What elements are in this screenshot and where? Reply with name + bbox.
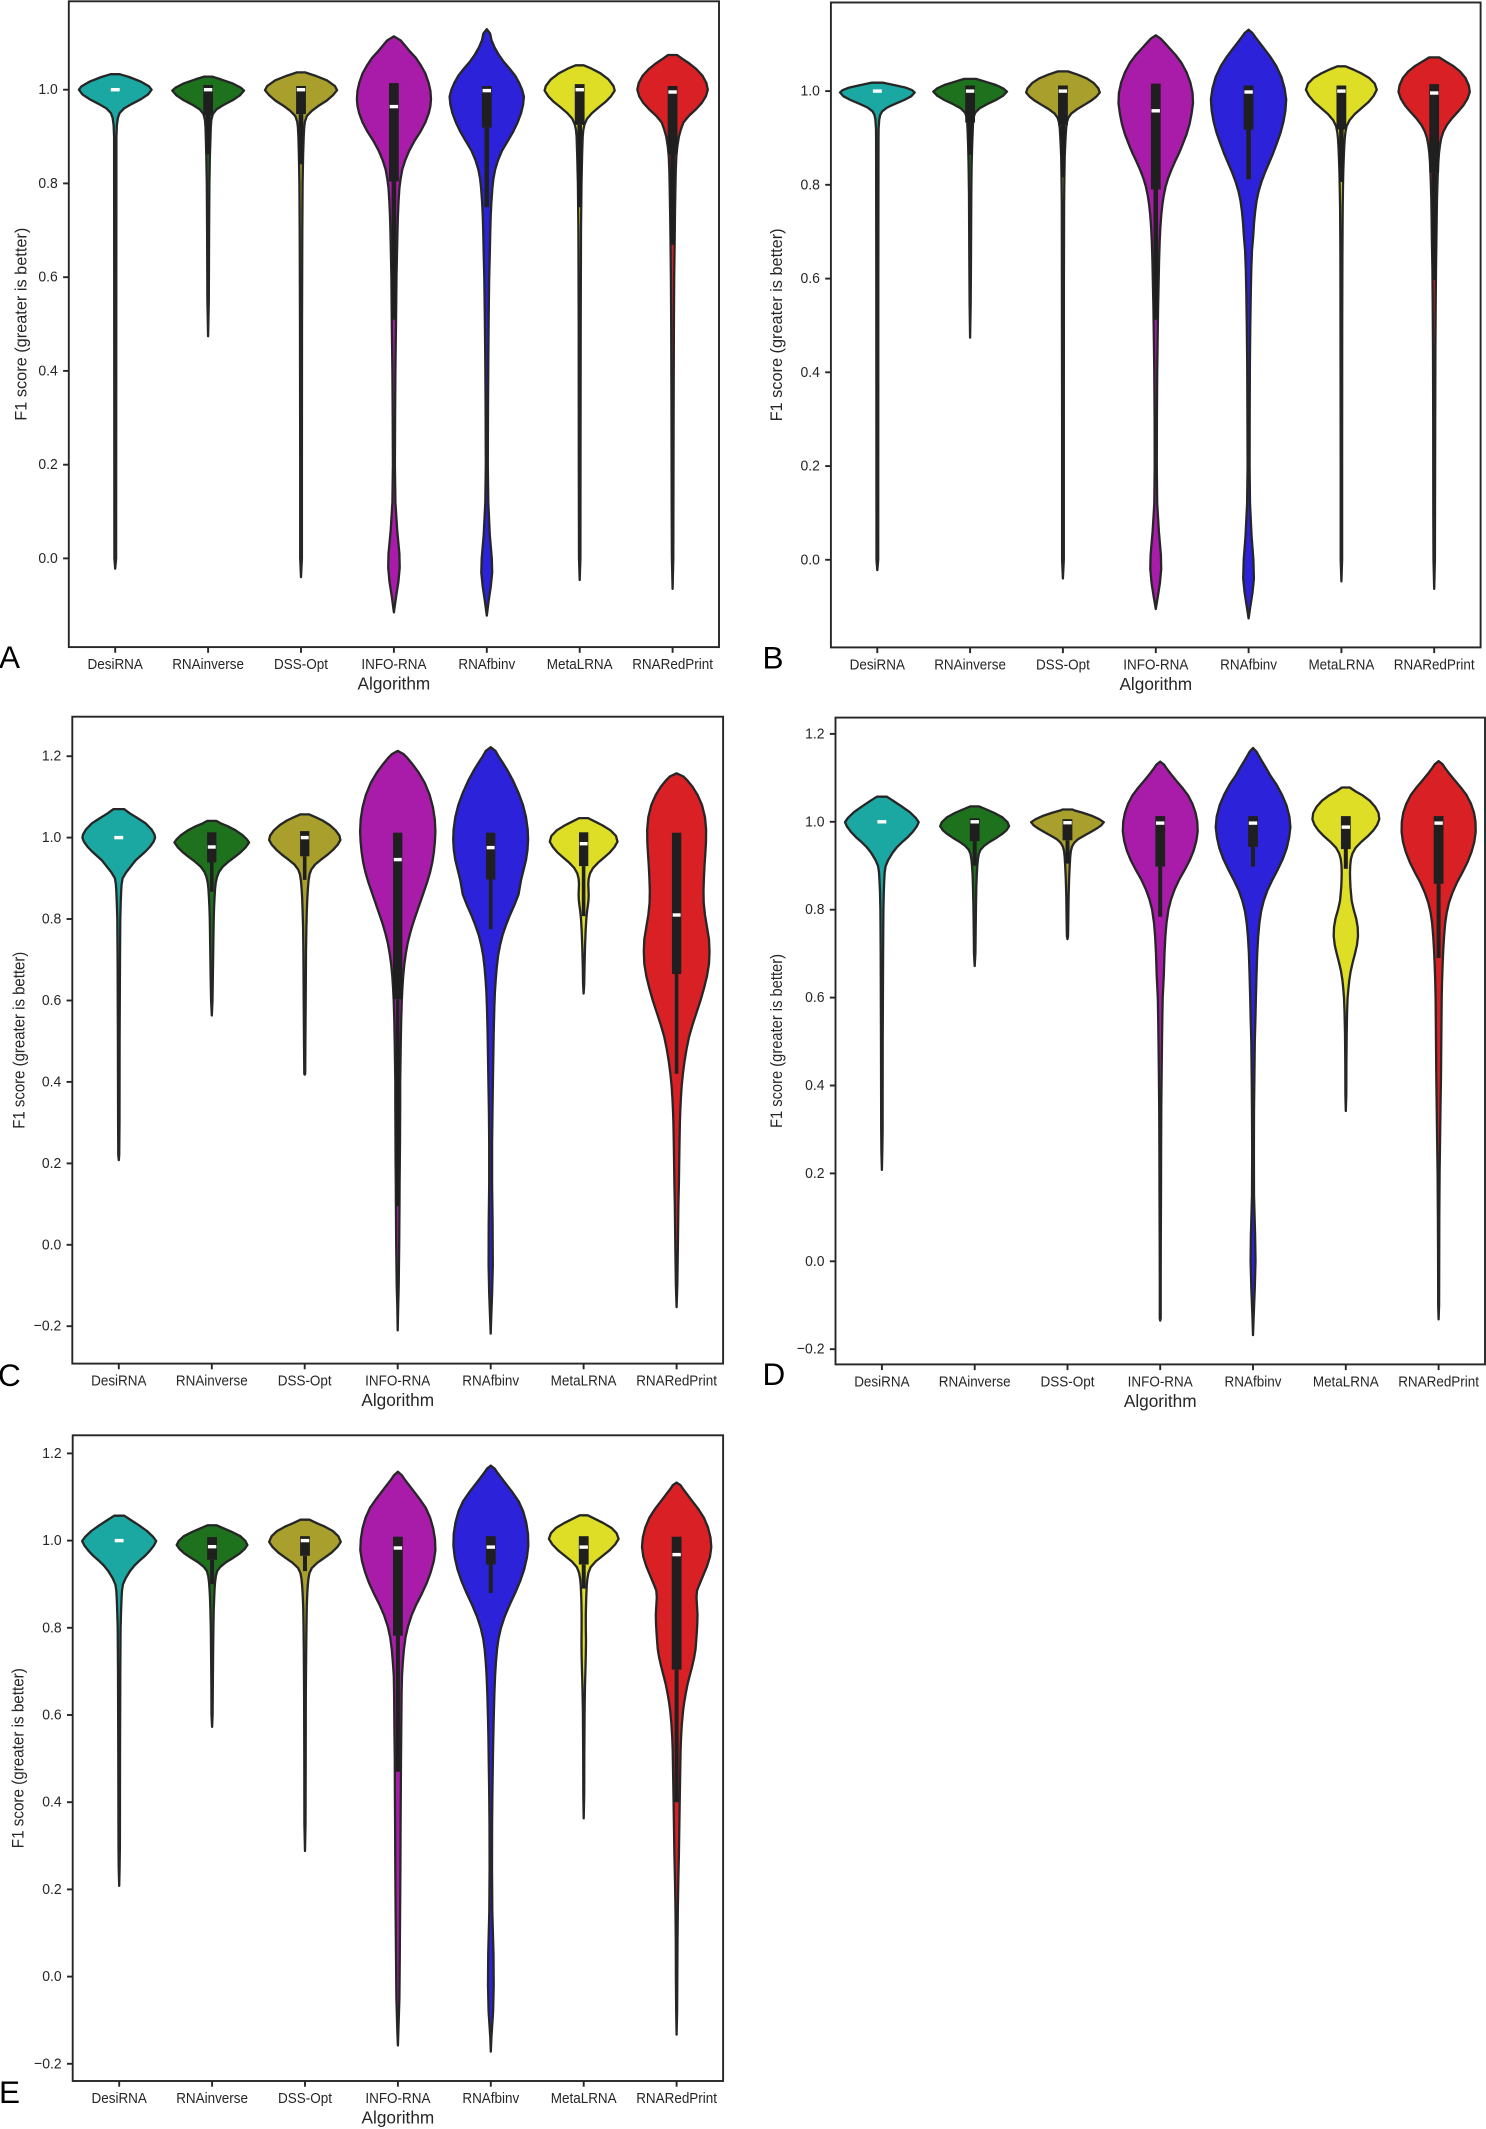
- svg-text:DesiRNA: DesiRNA: [854, 1373, 910, 1390]
- svg-text:1.0: 1.0: [38, 81, 57, 98]
- svg-text:DSS-Opt: DSS-Opt: [274, 656, 329, 673]
- svg-text:MetaLRNA: MetaLRNA: [547, 656, 614, 673]
- svg-text:RNARedPrint: RNARedPrint: [1394, 656, 1475, 673]
- svg-text:MetaLRNA: MetaLRNA: [1308, 656, 1375, 673]
- svg-text:0.0: 0.0: [801, 551, 820, 568]
- svg-text:0.6: 0.6: [38, 269, 57, 286]
- svg-text:0.2: 0.2: [805, 1165, 824, 1182]
- svg-text:E: E: [0, 2074, 20, 2110]
- svg-text:RNAfbinv: RNAfbinv: [462, 1373, 519, 1390]
- svg-text:Algorithm: Algorithm: [1124, 1391, 1197, 1411]
- svg-text:0.0: 0.0: [42, 1968, 61, 1985]
- svg-text:0.6: 0.6: [42, 992, 61, 1009]
- svg-text:0.8: 0.8: [801, 176, 820, 193]
- svg-text:B: B: [763, 640, 784, 676]
- svg-text:−0.2: −0.2: [797, 1341, 825, 1358]
- svg-text:RNAinverse: RNAinverse: [934, 656, 1006, 673]
- svg-text:1.0: 1.0: [42, 1532, 61, 1549]
- svg-text:−0.2: −0.2: [34, 2055, 62, 2072]
- svg-text:1.2: 1.2: [805, 725, 824, 742]
- svg-text:A: A: [0, 639, 20, 675]
- svg-text:−0.2: −0.2: [34, 1318, 62, 1335]
- svg-text:RNARedPrint: RNARedPrint: [636, 2090, 717, 2107]
- svg-text:0.2: 0.2: [801, 458, 820, 475]
- svg-text:0.8: 0.8: [38, 175, 57, 192]
- svg-text:0.8: 0.8: [42, 911, 61, 928]
- svg-text:DSS-Opt: DSS-Opt: [278, 2090, 333, 2107]
- svg-text:F1 score (greater is better): F1 score (greater is better): [12, 228, 31, 421]
- svg-text:RNARedPrint: RNARedPrint: [632, 656, 713, 673]
- svg-text:RNAinverse: RNAinverse: [176, 2090, 248, 2107]
- svg-text:0.6: 0.6: [801, 270, 820, 287]
- svg-text:RNAinverse: RNAinverse: [939, 1373, 1011, 1390]
- svg-text:Algorithm: Algorithm: [361, 1390, 434, 1410]
- svg-text:MetaLRNA: MetaLRNA: [551, 2090, 618, 2107]
- svg-text:C: C: [0, 1357, 21, 1393]
- svg-text:DesiRNA: DesiRNA: [91, 1373, 147, 1390]
- svg-text:0.4: 0.4: [805, 1077, 824, 1094]
- svg-text:F1 score (greater is better): F1 score (greater is better): [9, 1668, 28, 1848]
- svg-text:0.2: 0.2: [42, 1881, 61, 1898]
- svg-text:DSS-Opt: DSS-Opt: [1041, 1373, 1096, 1390]
- svg-text:0.8: 0.8: [42, 1619, 61, 1636]
- svg-text:DesiRNA: DesiRNA: [850, 656, 906, 673]
- svg-text:0.4: 0.4: [42, 1073, 61, 1090]
- svg-text:0.0: 0.0: [38, 550, 57, 567]
- svg-text:RNAfbinv: RNAfbinv: [1220, 656, 1277, 673]
- svg-text:F1 score (greater is better): F1 score (greater is better): [767, 954, 786, 1128]
- svg-text:1.2: 1.2: [42, 748, 61, 765]
- svg-text:INFO-RNA: INFO-RNA: [1128, 1373, 1194, 1390]
- svg-text:D: D: [763, 1356, 786, 1392]
- svg-text:DesiRNA: DesiRNA: [92, 2090, 148, 2107]
- svg-text:1.0: 1.0: [805, 813, 824, 830]
- svg-text:Algorithm: Algorithm: [362, 2108, 435, 2128]
- svg-text:F1 score (greater is better): F1 score (greater is better): [10, 952, 29, 1129]
- svg-text:0.4: 0.4: [42, 1794, 61, 1811]
- svg-text:1.2: 1.2: [42, 1445, 61, 1462]
- svg-text:0.8: 0.8: [805, 901, 824, 918]
- svg-text:RNAinverse: RNAinverse: [172, 656, 244, 673]
- svg-text:0.0: 0.0: [42, 1236, 61, 1253]
- svg-text:RNARedPrint: RNARedPrint: [636, 1373, 717, 1390]
- svg-text:MetaLRNA: MetaLRNA: [1313, 1373, 1380, 1390]
- svg-text:INFO-RNA: INFO-RNA: [365, 2090, 431, 2107]
- svg-text:0.2: 0.2: [38, 456, 57, 473]
- svg-text:0.2: 0.2: [42, 1155, 61, 1172]
- svg-text:0.4: 0.4: [801, 364, 820, 381]
- svg-text:Algorithm: Algorithm: [358, 674, 431, 694]
- svg-text:0.6: 0.6: [42, 1707, 61, 1724]
- svg-text:INFO-RNA: INFO-RNA: [361, 656, 427, 673]
- svg-text:0.4: 0.4: [38, 362, 57, 379]
- svg-text:DSS-Opt: DSS-Opt: [278, 1373, 333, 1390]
- svg-text:0.0: 0.0: [805, 1253, 824, 1270]
- svg-text:0.6: 0.6: [805, 989, 824, 1006]
- svg-text:DSS-Opt: DSS-Opt: [1036, 656, 1091, 673]
- svg-text:1.0: 1.0: [42, 829, 61, 846]
- svg-text:Algorithm: Algorithm: [1119, 674, 1192, 694]
- svg-text:DesiRNA: DesiRNA: [88, 656, 144, 673]
- svg-text:1.0: 1.0: [801, 83, 820, 100]
- svg-text:RNARedPrint: RNARedPrint: [1398, 1373, 1479, 1390]
- svg-text:MetaLRNA: MetaLRNA: [551, 1373, 618, 1390]
- svg-text:INFO-RNA: INFO-RNA: [1123, 656, 1189, 673]
- svg-text:RNAfbinv: RNAfbinv: [1225, 1373, 1282, 1390]
- svg-text:RNAfbinv: RNAfbinv: [458, 656, 515, 673]
- svg-text:RNAfbinv: RNAfbinv: [462, 2090, 519, 2107]
- svg-text:RNAinverse: RNAinverse: [176, 1373, 248, 1390]
- svg-text:F1 score (greater is better): F1 score (greater is better): [767, 228, 786, 421]
- svg-text:INFO-RNA: INFO-RNA: [365, 1373, 431, 1390]
